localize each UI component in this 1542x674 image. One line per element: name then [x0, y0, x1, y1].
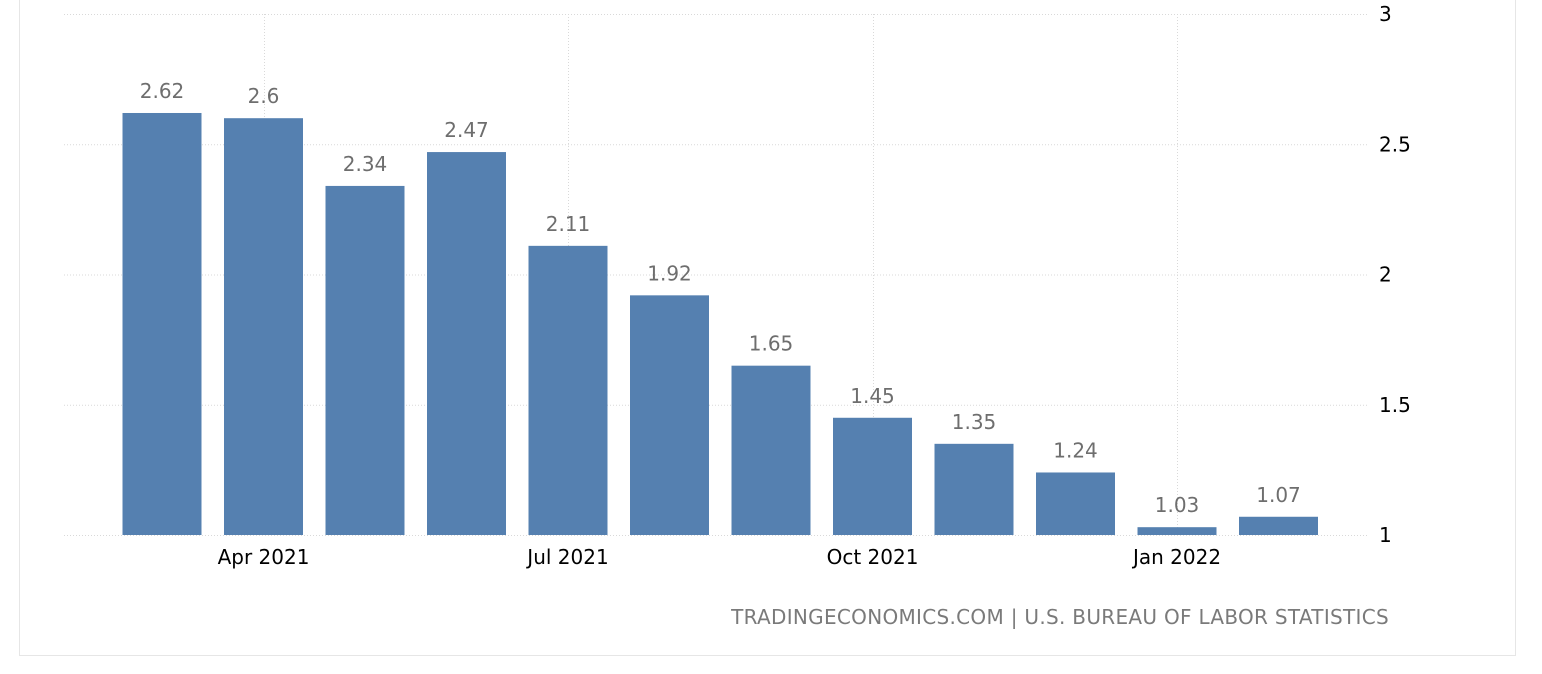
data-label: 2.11 [546, 212, 591, 236]
data-label: 1.07 [1256, 483, 1301, 507]
data-label: 1.45 [850, 384, 895, 408]
source-attribution: TRADINGECONOMICS.COM | U.S. BUREAU OF LA… [731, 605, 1389, 629]
grid [64, 14, 1367, 536]
bar[interactable] [427, 152, 506, 535]
y-tick-label: 2 [1379, 263, 1392, 287]
data-label: 2.47 [444, 118, 489, 142]
bar[interactable] [122, 112, 202, 536]
bar[interactable] [1137, 527, 1217, 535]
y-tick-label: 3 [1379, 2, 1392, 26]
x-axis: Apr 2021 Jul 2021 Oct 2021 Jan 2022 [218, 545, 1221, 569]
bar[interactable] [1239, 516, 1318, 535]
bar[interactable] [1036, 472, 1115, 535]
bar[interactable] [528, 245, 608, 535]
data-label: 1.92 [647, 261, 692, 285]
data-label: 2.34 [343, 152, 388, 176]
x-tick-label: Apr 2021 [218, 545, 310, 569]
data-label: 1.35 [952, 410, 997, 434]
bar[interactable] [731, 365, 811, 535]
bar[interactable] [325, 185, 405, 535]
x-tick-label: Jul 2021 [525, 545, 608, 569]
y-axis: 1 1.5 2 2.5 3 [1379, 2, 1411, 547]
data-label: 1.24 [1053, 438, 1098, 462]
y-tick-label: 2.5 [1379, 132, 1411, 156]
bar[interactable] [224, 118, 303, 535]
data-label: 1.03 [1155, 493, 1200, 517]
bar[interactable] [934, 443, 1014, 535]
y-tick-label: 1.5 [1379, 393, 1411, 417]
x-tick-label: Jan 2022 [1131, 545, 1221, 569]
x-tick-label: Oct 2021 [827, 545, 919, 569]
data-label: 2.62 [140, 79, 185, 103]
data-label: 1.65 [749, 332, 794, 356]
data-label: 2.6 [248, 84, 280, 108]
data-labels: 2.62 2.6 2.34 2.47 2.11 1.92 1.65 1.45 1.35 1.24 1… [140, 79, 1301, 517]
y-tick-label: 1 [1379, 523, 1392, 547]
bar[interactable] [833, 417, 912, 535]
bars [122, 112, 1318, 536]
bar[interactable] [630, 295, 709, 535]
